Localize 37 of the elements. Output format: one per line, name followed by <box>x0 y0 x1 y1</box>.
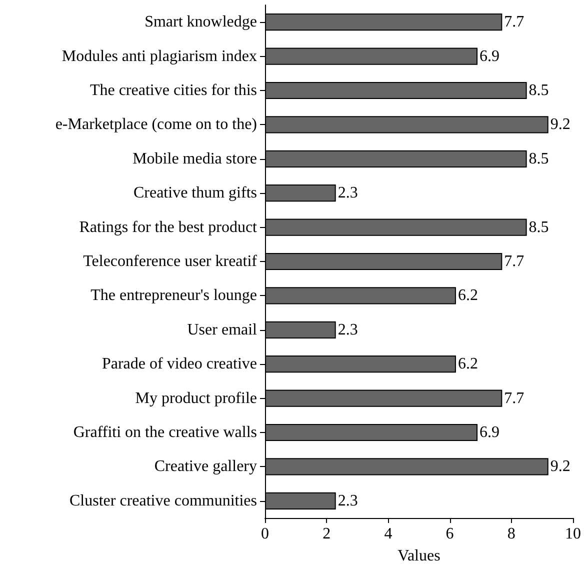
y-tick-label: Mobile media store <box>132 150 257 168</box>
data-label: 8.5 <box>528 150 549 168</box>
x-tick-label: 8 <box>507 526 516 542</box>
data-label: 8.5 <box>528 82 549 99</box>
y-tick-label: e-Marketplace (come on to the) <box>55 116 257 134</box>
y-tick-label: Creative thum gifts <box>133 184 257 202</box>
x-tick-label: 4 <box>384 526 392 542</box>
data-label: 7.7 <box>504 253 524 270</box>
y-tick-label: My product profile <box>135 390 257 407</box>
data-label: 6.9 <box>480 48 500 65</box>
x-tick-label: 0 <box>261 526 269 542</box>
y-tick-label: Ratings for the best product <box>79 218 258 236</box>
data-label: 6.2 <box>458 287 478 304</box>
data-label: 2.3 <box>338 321 358 338</box>
data-label: 7.7 <box>504 390 524 407</box>
y-tick-label: Cluster creative communities <box>70 492 257 510</box>
y-tick-label: Graffiti on the creative walls <box>73 424 257 441</box>
x-tick-label: 6 <box>446 526 454 542</box>
data-label: 6.9 <box>480 424 500 441</box>
y-tick-label: The entrepreneur's lounge <box>90 287 257 304</box>
y-tick-label: User email <box>187 321 258 338</box>
data-label: 9.2 <box>550 116 570 134</box>
x-axis-title: Values <box>398 548 440 564</box>
data-label: 7.7 <box>504 14 524 31</box>
y-tick-label: The creative cities for this <box>90 82 257 99</box>
y-tick-label: Modules anti plagiarism index <box>62 48 257 65</box>
y-tick-label: Parade of video creative <box>102 356 257 373</box>
data-label: 9.2 <box>550 458 570 476</box>
y-tick-label: Creative gallery <box>154 458 257 476</box>
x-tick-label: 10 <box>565 526 581 542</box>
data-label: 8.5 <box>528 218 549 236</box>
data-label: 6.2 <box>458 356 478 373</box>
data-label: 2.3 <box>338 492 358 510</box>
data-label: 2.3 <box>338 184 358 202</box>
y-tick-label: Teleconference user kreatif <box>83 253 258 270</box>
x-tick-label: 2 <box>322 526 331 542</box>
y-tick-label: Smart knowledge <box>144 14 257 31</box>
